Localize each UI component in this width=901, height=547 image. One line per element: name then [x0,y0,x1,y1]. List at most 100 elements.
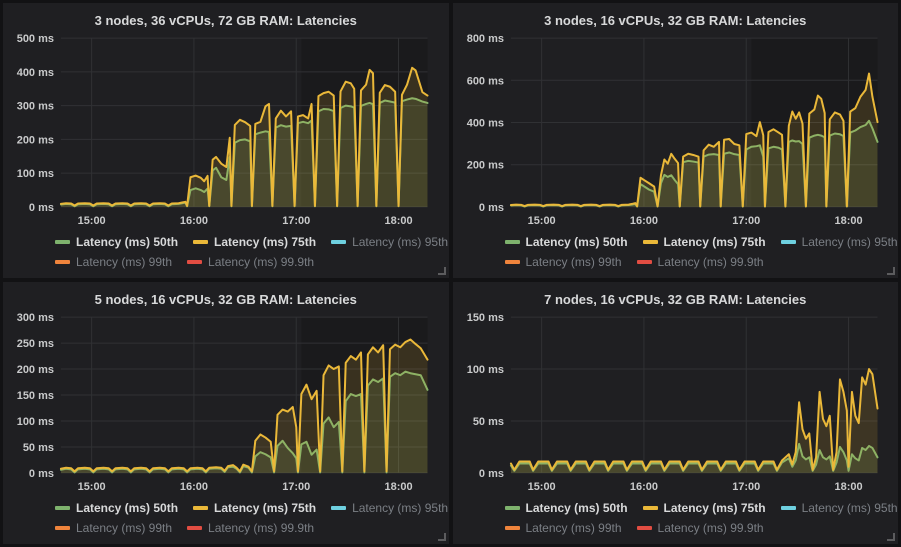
legend-item-p99[interactable]: Latency (ms) 99th [55,255,172,269]
legend-item-p50[interactable]: Latency (ms) 50th [55,235,178,249]
svg-text:16:00: 16:00 [629,481,657,493]
legend-label: Latency (ms) 99.9th [657,255,764,269]
legend-item-p50[interactable]: Latency (ms) 50th [504,501,628,515]
latency-panel-2: 3 nodes, 16 vCPUs, 32 GB RAM: Latencies … [452,3,898,278]
legend-swatch-p50 [504,506,520,510]
legend-item-p75[interactable]: Latency (ms) 75th [642,501,766,515]
svg-text:250 ms: 250 ms [17,338,54,350]
legend-row-1: Latency (ms) 50th Latency (ms) 75th Latenc… [504,232,898,252]
panel-title[interactable]: 3 nodes, 16 vCPUs, 32 GB RAM: Latencies [544,13,807,28]
legend-swatch-p50 [504,240,520,244]
panel-title[interactable]: 5 nodes, 16 vCPUs, 32 GB RAM: Latencies [94,292,357,307]
svg-text:200 ms: 200 ms [17,364,54,376]
legend-item-p95[interactable]: Latency (ms) 95th [331,501,448,515]
legend-swatch-p75 [642,240,658,244]
panel-resize-handle[interactable] [437,533,446,541]
latency-chart[interactable]: 0 ms 200 ms 400 ms 600 ms 800 ms 15:00 16:00 17… [459,30,893,231]
legend-label: Latency (ms) 75th [214,235,317,249]
svg-text:600 ms: 600 ms [466,75,503,87]
legend-item-p999[interactable]: Latency (ms) 99.9th [636,255,764,269]
legend-label: Latency (ms) 50th [76,235,179,249]
svg-text:18:00: 18:00 [385,215,413,227]
legend-label: Latency (ms) 95th [352,501,449,515]
svg-text:100 ms: 100 ms [466,364,503,376]
svg-text:0 ms: 0 ms [29,468,54,480]
legend-swatch-p999 [636,526,652,530]
legend-item-p75[interactable]: Latency (ms) 75th [193,235,316,249]
legend-swatch-p95 [780,240,796,244]
legend-label: Latency (ms) 50th [76,501,179,515]
legend-swatch-p999 [636,260,652,264]
legend-item-p99[interactable]: Latency (ms) 99th [504,255,622,269]
legend-label: Latency (ms) 99th [525,521,622,535]
legend-item-p75[interactable]: Latency (ms) 75th [642,235,766,249]
latency-chart[interactable]: 0 ms 100 ms 200 ms 300 ms 400 ms 500 ms 15:00 1… [9,30,443,231]
legend-item-p95[interactable]: Latency (ms) 95th [331,235,448,249]
legend-item-p95[interactable]: Latency (ms) 95th [780,235,898,249]
panel-resize-handle[interactable] [887,267,895,275]
legend-item-p50[interactable]: Latency (ms) 50th [55,501,178,515]
legend-item-p99[interactable]: Latency (ms) 99th [55,521,172,535]
panel-title[interactable]: 7 nodes, 16 vCPUs, 32 GB RAM: Latencies [544,292,807,307]
svg-text:500 ms: 500 ms [17,33,54,45]
legend-swatch-p50 [55,240,70,244]
legend-item-p95[interactable]: Latency (ms) 95th [780,501,898,515]
legend-row-1: Latency (ms) 50th Latency (ms) 75th Latenc… [504,498,898,518]
svg-text:15:00: 15:00 [527,481,555,493]
legend-item-p50[interactable]: Latency (ms) 50th [504,235,628,249]
svg-text:400 ms: 400 ms [466,118,503,130]
legend-item-p75[interactable]: Latency (ms) 75th [193,501,316,515]
svg-text:0 ms: 0 ms [478,468,503,480]
legend-row-2: Latency (ms) 99th Latency (ms) 99.9th [55,252,443,272]
legend-item-p99[interactable]: Latency (ms) 99th [504,521,622,535]
latency-chart[interactable]: 0 ms 50 ms 100 ms 150 ms 15:00 16:00 17:00 18:0… [459,309,893,497]
legend-label: Latency (ms) 95th [801,235,898,249]
panel-resize-handle[interactable] [887,533,895,541]
legend-row-2: Latency (ms) 99th Latency (ms) 99.9th [504,518,893,538]
svg-text:200 ms: 200 ms [466,160,503,172]
legend-swatch-p99 [55,526,70,530]
svg-text:17:00: 17:00 [732,215,760,227]
svg-text:15:00: 15:00 [78,215,106,227]
legend-label: Latency (ms) 75th [663,501,766,515]
panel-resize-handle[interactable] [437,267,446,275]
svg-text:0 ms: 0 ms [478,202,503,214]
legend-label: Latency (ms) 50th [525,501,628,515]
legend-label: Latency (ms) 50th [525,235,628,249]
legend-item-p999[interactable]: Latency (ms) 99.9th [187,521,314,535]
latency-chart[interactable]: 0 ms 50 ms 100 ms 150 ms 200 ms 250 ms 300 ms 1… [9,309,443,497]
legend-swatch-p99 [55,260,70,264]
legend-label: Latency (ms) 99.9th [657,521,764,535]
latency-panel-4: 7 nodes, 16 vCPUs, 32 GB RAM: Latencies … [452,282,898,544]
svg-text:18:00: 18:00 [385,481,413,493]
legend: Latency (ms) 50th Latency (ms) 75th Latenc… [9,231,448,274]
svg-text:150 ms: 150 ms [17,390,54,402]
legend-label: Latency (ms) 99.9th [208,255,315,269]
svg-text:15:00: 15:00 [78,481,106,493]
legend: Latency (ms) 50th Latency (ms) 75th Latenc… [9,497,448,540]
panel-title[interactable]: 3 nodes, 36 vCPUs, 72 GB RAM: Latencies [94,13,357,28]
legend-swatch-p999 [187,526,203,530]
legend-item-p999[interactable]: Latency (ms) 99.9th [187,255,314,269]
legend-swatch-p95 [331,506,347,510]
legend-label: Latency (ms) 95th [352,235,449,249]
legend-swatch-p75 [193,506,209,510]
svg-text:16:00: 16:00 [180,215,208,227]
legend: Latency (ms) 50th Latency (ms) 75th Latenc… [459,231,898,274]
legend-swatch-p75 [193,240,209,244]
svg-text:18:00: 18:00 [834,481,862,493]
legend-item-p999[interactable]: Latency (ms) 99.9th [636,521,764,535]
latency-panel-1: 3 nodes, 36 vCPUs, 72 GB RAM: Latencies … [3,3,449,278]
legend-swatch-p75 [642,506,658,510]
svg-text:0 ms: 0 ms [29,202,54,214]
legend-label: Latency (ms) 99th [525,255,622,269]
svg-text:150 ms: 150 ms [466,312,503,324]
svg-text:17:00: 17:00 [282,215,310,227]
legend-label: Latency (ms) 75th [663,235,766,249]
svg-text:50 ms: 50 ms [23,442,54,454]
svg-text:15:00: 15:00 [527,215,555,227]
legend-label: Latency (ms) 99.9th [208,521,315,535]
legend-row-2: Latency (ms) 99th Latency (ms) 99.9th [55,518,443,538]
legend-swatch-p999 [187,260,203,264]
